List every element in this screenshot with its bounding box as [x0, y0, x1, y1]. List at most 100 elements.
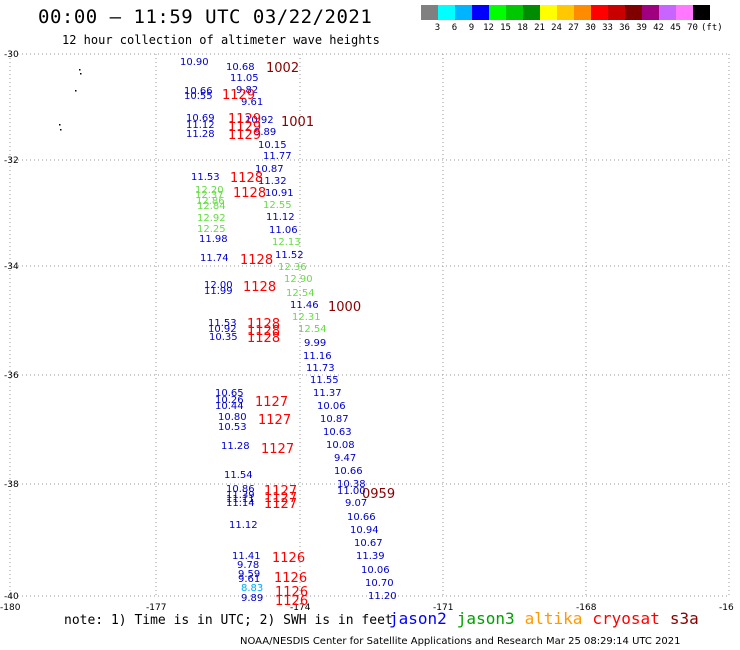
- wave-height-label: 12.13: [272, 237, 301, 248]
- time-label: 0959: [362, 487, 395, 502]
- legend-label: 33: [602, 23, 613, 33]
- legend-swatch: [540, 5, 557, 20]
- time-label: 1128: [233, 186, 266, 201]
- legend-unit: (ft): [701, 23, 723, 33]
- lat-tick-label: -40: [4, 592, 19, 602]
- wave-height-label: 12.90: [284, 274, 313, 285]
- wave-height-label: 10.70: [365, 578, 394, 589]
- time-label: 1129: [228, 128, 261, 143]
- wave-height-label: 11.28: [186, 129, 215, 140]
- wave-height-label: 11.12: [229, 520, 258, 531]
- legend-swatch: [625, 5, 642, 20]
- legend-swatch: [591, 5, 608, 20]
- wave-height-label: 11.39: [226, 490, 255, 501]
- satellite-jason2: jason2: [389, 609, 447, 628]
- wave-height-label: 11.98: [199, 234, 228, 245]
- time-label: 1129: [228, 120, 261, 135]
- time-label: 1126: [275, 585, 308, 600]
- legend-label: 24: [551, 23, 562, 33]
- time-label: 1129: [228, 112, 261, 127]
- coast-speck: [80, 73, 82, 75]
- wave-height-label: 12.86: [196, 196, 225, 207]
- wave-height-label: 10.92: [245, 115, 274, 126]
- legend-label: 6: [451, 23, 458, 33]
- wave-height-label: 10.26: [215, 395, 244, 406]
- coastline-marks: [59, 69, 82, 131]
- wave-height-label: 10.53: [218, 422, 247, 433]
- wave-height-label: 12.00: [204, 280, 233, 291]
- wave-height-label: 9.61: [238, 574, 260, 585]
- time-label: 1128: [247, 317, 280, 332]
- wave-height-label: 12.31: [292, 312, 321, 323]
- wave-height-label: 11.00: [337, 486, 366, 497]
- wave-height-label: 10.68: [226, 62, 255, 73]
- wave-height-label: 9.59: [238, 569, 260, 580]
- satellite-jason3: jason3: [456, 609, 515, 628]
- wave-height-label: 11.37: [313, 388, 342, 399]
- footer-credit: NOAA/NESDIS Center for Satellite Applica…: [240, 636, 681, 647]
- legend-swatch: [455, 5, 472, 20]
- lat-tick-label: -34: [4, 262, 19, 272]
- wave-height-label: 11.54: [224, 470, 253, 481]
- wave-height-label: 12.54: [298, 324, 327, 335]
- legend-label: 42: [653, 23, 664, 33]
- wave-height-label: 11.12: [186, 120, 215, 131]
- wave-height-label: 11.55: [310, 375, 339, 386]
- time-label: 1127: [264, 497, 297, 512]
- coast-speck: [59, 124, 61, 126]
- wave-height-label: 10.91: [265, 188, 294, 199]
- wave-height-label: 8.83: [241, 583, 263, 594]
- wave-height-label: 10.67: [354, 538, 383, 549]
- lat-tick-label: -36: [4, 371, 19, 381]
- coast-speck: [79, 69, 81, 71]
- legend-swatch: [438, 5, 455, 20]
- legend-swatch: [574, 5, 591, 20]
- wave-height-label: 10.69: [186, 113, 215, 124]
- legend-swatch: [523, 5, 540, 20]
- wave-height-label: 10.94: [350, 525, 379, 536]
- wave-height-label: 11.06: [269, 225, 298, 236]
- time-label: 1128: [243, 280, 276, 295]
- legend-label: 45: [670, 23, 681, 33]
- wave-height-label: 11.73: [306, 363, 335, 374]
- time-label: 1127: [258, 413, 291, 428]
- wave-height-label: 10.66: [184, 86, 213, 97]
- time-label: 1000: [328, 300, 361, 315]
- time-label: 1128: [230, 171, 263, 186]
- satellite-legend: jason2 jason3 altika cryosat s3a: [389, 609, 709, 628]
- wave-height-label: 11.74: [200, 253, 229, 264]
- time-label: 1127: [255, 395, 288, 410]
- time-label: 1126: [274, 571, 307, 586]
- coast-speck: [60, 129, 62, 131]
- wave-height-label: 11.41: [232, 551, 261, 562]
- wave-height-label: 10.06: [361, 565, 390, 576]
- wave-height-label: 11.99: [204, 286, 233, 297]
- wave-height-label: 11.12: [266, 212, 295, 223]
- lon-tick-label: -180: [0, 603, 21, 613]
- wave-height-label: 10.65: [215, 388, 244, 399]
- wave-marks: 10.90 10.6811.059.8210.6610.559.6110.6911…: [180, 57, 397, 609]
- wave-height-label: 9.47: [334, 453, 356, 464]
- wave-height-label: 9.78: [237, 560, 259, 571]
- legend-label: 27: [568, 23, 579, 33]
- legend-swatch: [421, 5, 438, 20]
- time-label: 1002: [266, 61, 299, 76]
- wave-height-label: 10.66: [334, 466, 363, 477]
- legend-swatch: [472, 5, 489, 20]
- wave-height-label: 9.89: [254, 127, 276, 138]
- legend-label: 9: [468, 23, 475, 33]
- satellite-cryosat: cryosat: [592, 609, 660, 628]
- axis-labels: -30 -32 -34 -36 -38 -40-180 -177 -174 -171 -168 -1…: [0, 50, 734, 613]
- note-text: note: 1) Time is in UTC; 2) SWH is in fe…: [64, 613, 393, 628]
- time-label: 1127: [264, 491, 297, 506]
- wave-height-label: 10.06: [317, 401, 346, 412]
- wave-height-label: 11.46: [290, 300, 319, 311]
- lon-tick-label: -174: [290, 603, 311, 613]
- legend-label: 3: [434, 23, 441, 33]
- wave-height-label: 10.35: [209, 332, 238, 343]
- wave-height-label: 11.52: [275, 250, 304, 261]
- wave-height-label: 9.82: [236, 85, 258, 96]
- lat-tick-label: -32: [4, 156, 19, 166]
- legend-label: 21: [534, 23, 545, 33]
- time-label: 1128: [240, 253, 273, 268]
